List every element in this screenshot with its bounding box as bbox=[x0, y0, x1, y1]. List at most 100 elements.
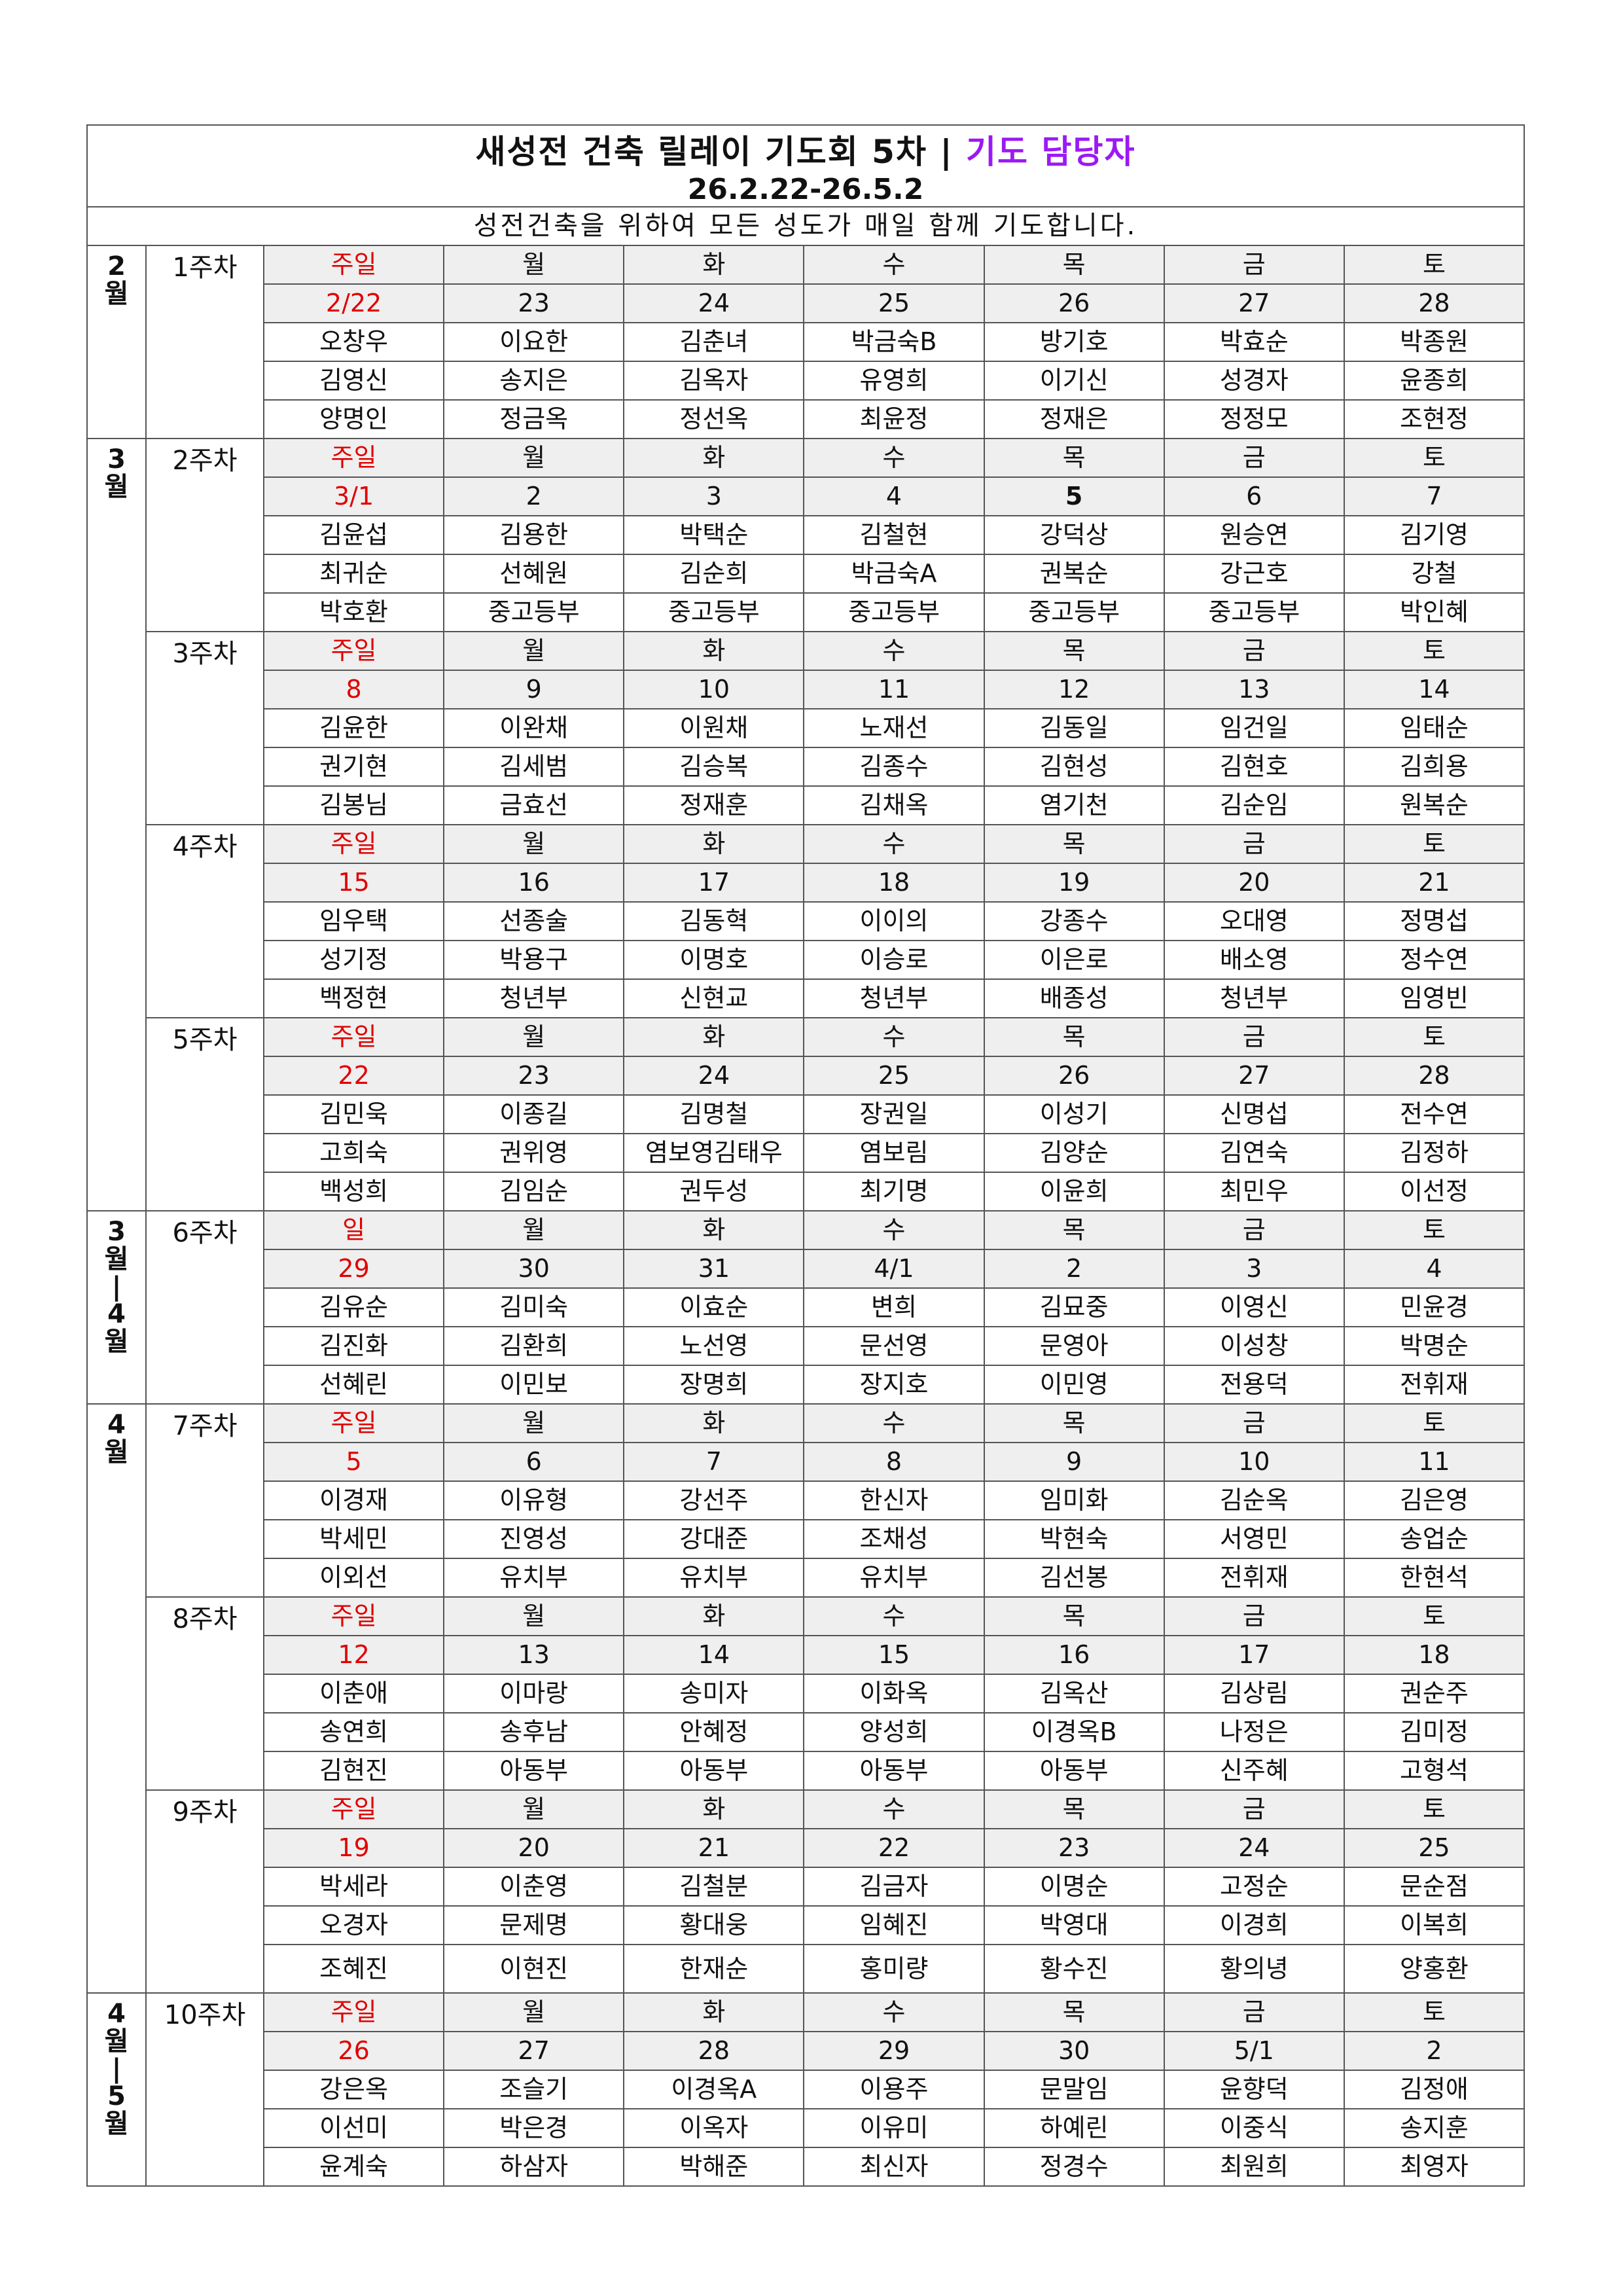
person-name: 김윤섭 bbox=[262, 515, 445, 555]
month-label-part: 4 bbox=[107, 1410, 126, 1440]
person-name: 이유형 bbox=[443, 1480, 625, 1520]
person-name: 임태순 bbox=[1343, 708, 1525, 748]
person-name: 김세범 bbox=[443, 747, 625, 787]
person-name: 정수연 bbox=[1343, 940, 1525, 980]
person-name: 김봉님 bbox=[262, 785, 445, 825]
date-cell: 10 bbox=[623, 670, 805, 709]
person-name: 강근호 bbox=[1163, 554, 1345, 594]
name-row: 성기정 박용구 이명호 이승로 이은로 배소영 정수연 bbox=[87, 940, 1525, 980]
week-label: 8주차 bbox=[145, 1596, 264, 1791]
name-row: 김영신 송지은 김옥자 유영희 이기신 성경자 윤종희 bbox=[87, 361, 1525, 401]
person-name: 김현진 bbox=[262, 1751, 445, 1791]
person-name: 하삼자 bbox=[443, 2147, 625, 2187]
name-row: 권기현 김세범 김승복 김종수 김현성 김현호 김희용 bbox=[87, 747, 1525, 787]
person-name: 유치부 bbox=[803, 1558, 985, 1598]
date-cell: 7 bbox=[1343, 476, 1525, 516]
person-name: 신주혜 bbox=[1163, 1751, 1345, 1791]
week-label: 9주차 bbox=[145, 1789, 264, 1994]
day-name: 토 bbox=[1343, 631, 1525, 671]
month-label-part: 월 bbox=[104, 1327, 129, 1357]
day-name: 수 bbox=[803, 1403, 985, 1443]
name-row: 이경재 이유형 강선주 한신자 임미화 김순옥 김은영 bbox=[87, 1480, 1525, 1520]
subtitle: 성전건축을 위하여 모든 성도가 매일 함께 기도합니다. bbox=[86, 206, 1525, 246]
day-name-row: 3주차 주일 월 화 수 목 금 토 bbox=[87, 631, 1525, 825]
person-name: 전용덕 bbox=[1163, 1365, 1345, 1405]
person-name: 정선옥 bbox=[623, 399, 805, 439]
day-name-sunday: 주일 bbox=[262, 824, 445, 864]
person-name: 김현호 bbox=[1163, 747, 1345, 787]
person-name: 장명희 bbox=[623, 1365, 805, 1405]
person-name: 이효순 bbox=[623, 1287, 805, 1327]
date-cell: 22 bbox=[262, 1056, 445, 1096]
date-cell: 13 bbox=[1163, 670, 1345, 709]
person-name: 고희숙 bbox=[262, 1133, 445, 1173]
name-row: 김진화 김환희 노선영 문선영 문영아 이성창 박명순 bbox=[87, 1326, 1525, 1366]
title-main: 새성전 건축 릴레이 기도회 5차 | bbox=[475, 133, 954, 171]
date-row: 22 23 24 25 26 27 28 bbox=[87, 1056, 1525, 1096]
person-name: 중고등부 bbox=[983, 592, 1165, 632]
person-name: 이춘애 bbox=[262, 1674, 445, 1713]
day-name: 수 bbox=[803, 1992, 985, 2032]
day-name: 목 bbox=[983, 1789, 1165, 1829]
person-name: 김옥산 bbox=[983, 1674, 1165, 1713]
name-row: 양명인 정금옥 정선옥 최윤정 정재은 정정모 조현정 bbox=[87, 399, 1525, 439]
day-name: 수 bbox=[803, 1017, 985, 1057]
day-name: 화 bbox=[623, 1789, 805, 1829]
person-name: 배소영 bbox=[1163, 940, 1345, 980]
day-name: 토 bbox=[1343, 245, 1525, 285]
date-cell: 10 bbox=[1163, 1442, 1345, 1482]
date-row: 29 30 31 4/1 2 3 4 bbox=[87, 1249, 1525, 1289]
person-name: 한신자 bbox=[803, 1480, 985, 1520]
day-name: 목 bbox=[983, 1596, 1165, 1636]
person-name: 중고등부 bbox=[1163, 592, 1345, 632]
person-name: 김미정 bbox=[1343, 1712, 1525, 1752]
person-name: 강종수 bbox=[983, 901, 1165, 941]
person-name: 이완채 bbox=[443, 708, 625, 748]
person-name: 오경자 bbox=[262, 1905, 445, 1945]
period: 26.2.22-26.5.2 bbox=[687, 173, 924, 206]
month-label-part: 5 bbox=[107, 2081, 126, 2111]
day-name: 월 bbox=[443, 1017, 625, 1057]
date-cell: 19 bbox=[983, 863, 1165, 903]
day-name: 금 bbox=[1163, 1017, 1345, 1057]
date-cell: 5 bbox=[262, 1442, 445, 1482]
person-name: 임미화 bbox=[983, 1480, 1165, 1520]
day-name: 목 bbox=[983, 824, 1165, 864]
name-row: 김유순 김미숙 이효순 변희 김묘중 이영신 민윤경 bbox=[87, 1287, 1525, 1327]
person-name: 신현교 bbox=[623, 978, 805, 1018]
name-row: 김윤한 이완채 이원채 노재선 김동일 임건일 임태순 bbox=[87, 708, 1525, 748]
date-cell: 31 bbox=[623, 1249, 805, 1289]
person-name: 양성희 bbox=[803, 1712, 985, 1752]
name-row: 오경자 문제명 황대웅 임혜진 박영대 이경희 이복희 bbox=[87, 1905, 1525, 1945]
name-row: 김윤섭 김용한 박택순 김철현 강덕상 원승연 김기영 bbox=[87, 515, 1525, 555]
person-name: 염보영김태우 bbox=[623, 1133, 805, 1173]
day-name: 월 bbox=[443, 1403, 625, 1443]
day-name: 토 bbox=[1343, 1789, 1525, 1829]
person-name: 김희용 bbox=[1343, 747, 1525, 787]
person-name: 원복순 bbox=[1343, 785, 1525, 825]
person-name: 조채성 bbox=[803, 1519, 985, 1559]
day-name-row: 3 월 | 4 월 6주차 일 월 화 수 목 금 토 bbox=[86, 1210, 1525, 1405]
day-name: 목 bbox=[983, 1017, 1165, 1057]
person-name: 황수진 bbox=[983, 1944, 1165, 1994]
day-name: 금 bbox=[1163, 1992, 1345, 2032]
month-label: 4 월 | 5 월 bbox=[86, 1992, 147, 2187]
person-name: 김영신 bbox=[262, 361, 445, 401]
person-name: 고정순 bbox=[1163, 1867, 1345, 1907]
date-cell: 9 bbox=[443, 670, 625, 709]
person-name: 송업순 bbox=[1343, 1519, 1525, 1559]
prayer-schedule-table: 새성전 건축 릴레이 기도회 5차 | 기도 담당자 26.2.22-26.5.… bbox=[86, 124, 1525, 2187]
month-label-part: 월 bbox=[104, 1244, 129, 1274]
person-name: 최기명 bbox=[803, 1172, 985, 1211]
date-cell: 26 bbox=[262, 2031, 445, 2071]
name-row: 윤계숙 하삼자 박해준 최신자 정경수 최원희 최영자 bbox=[87, 2147, 1525, 2187]
day-name: 금 bbox=[1163, 245, 1345, 285]
person-name: 박현숙 bbox=[983, 1519, 1165, 1559]
person-name: 문선영 bbox=[803, 1326, 985, 1366]
date-cell: 21 bbox=[1343, 863, 1525, 903]
date-cell: 29 bbox=[262, 1249, 445, 1289]
date-row: 3/1 2 3 4 5 6 7 bbox=[87, 476, 1525, 516]
week-label: 2주차 bbox=[145, 438, 264, 632]
week-label: 6주차 bbox=[145, 1210, 264, 1405]
day-name-sunday: 주일 bbox=[262, 1017, 445, 1057]
